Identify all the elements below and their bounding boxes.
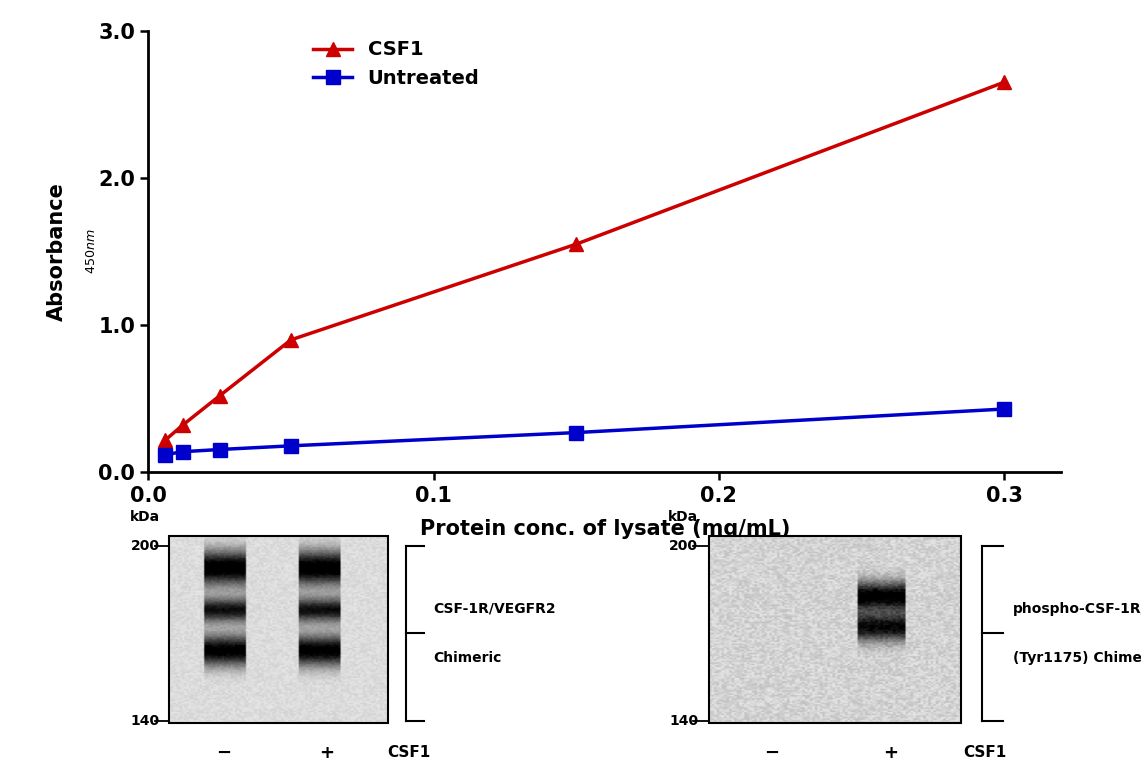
Text: Absorbance: Absorbance — [47, 182, 67, 321]
Text: 200: 200 — [670, 539, 698, 553]
X-axis label: Protein conc. of lysate (mg/mL): Protein conc. of lysate (mg/mL) — [420, 519, 790, 539]
Text: kDa: kDa — [669, 510, 698, 524]
Text: 200: 200 — [131, 539, 160, 553]
Text: CSF-1R/VEGFR2: CSF-1R/VEGFR2 — [434, 602, 556, 616]
Text: 140: 140 — [669, 713, 698, 728]
Text: (Tyr1175) Chimeric: (Tyr1175) Chimeric — [1013, 651, 1141, 665]
Bar — [169, 536, 388, 723]
Legend: CSF1, Untreated: CSF1, Untreated — [314, 41, 479, 88]
Text: CSF1: CSF1 — [387, 745, 430, 760]
Text: Chimeric: Chimeric — [434, 651, 502, 665]
Text: +: + — [319, 743, 334, 762]
Text: kDa: kDa — [130, 510, 160, 524]
Text: +: + — [883, 743, 898, 762]
Text: −: − — [216, 743, 232, 762]
Text: phospho-CSF-1R/VEGFR2: phospho-CSF-1R/VEGFR2 — [1013, 602, 1141, 616]
Text: CSF1: CSF1 — [963, 745, 1006, 760]
Text: $_{450nm}$: $_{450nm}$ — [80, 229, 98, 274]
Bar — [709, 536, 961, 723]
Text: 140: 140 — [130, 713, 160, 728]
Text: −: − — [764, 743, 779, 762]
